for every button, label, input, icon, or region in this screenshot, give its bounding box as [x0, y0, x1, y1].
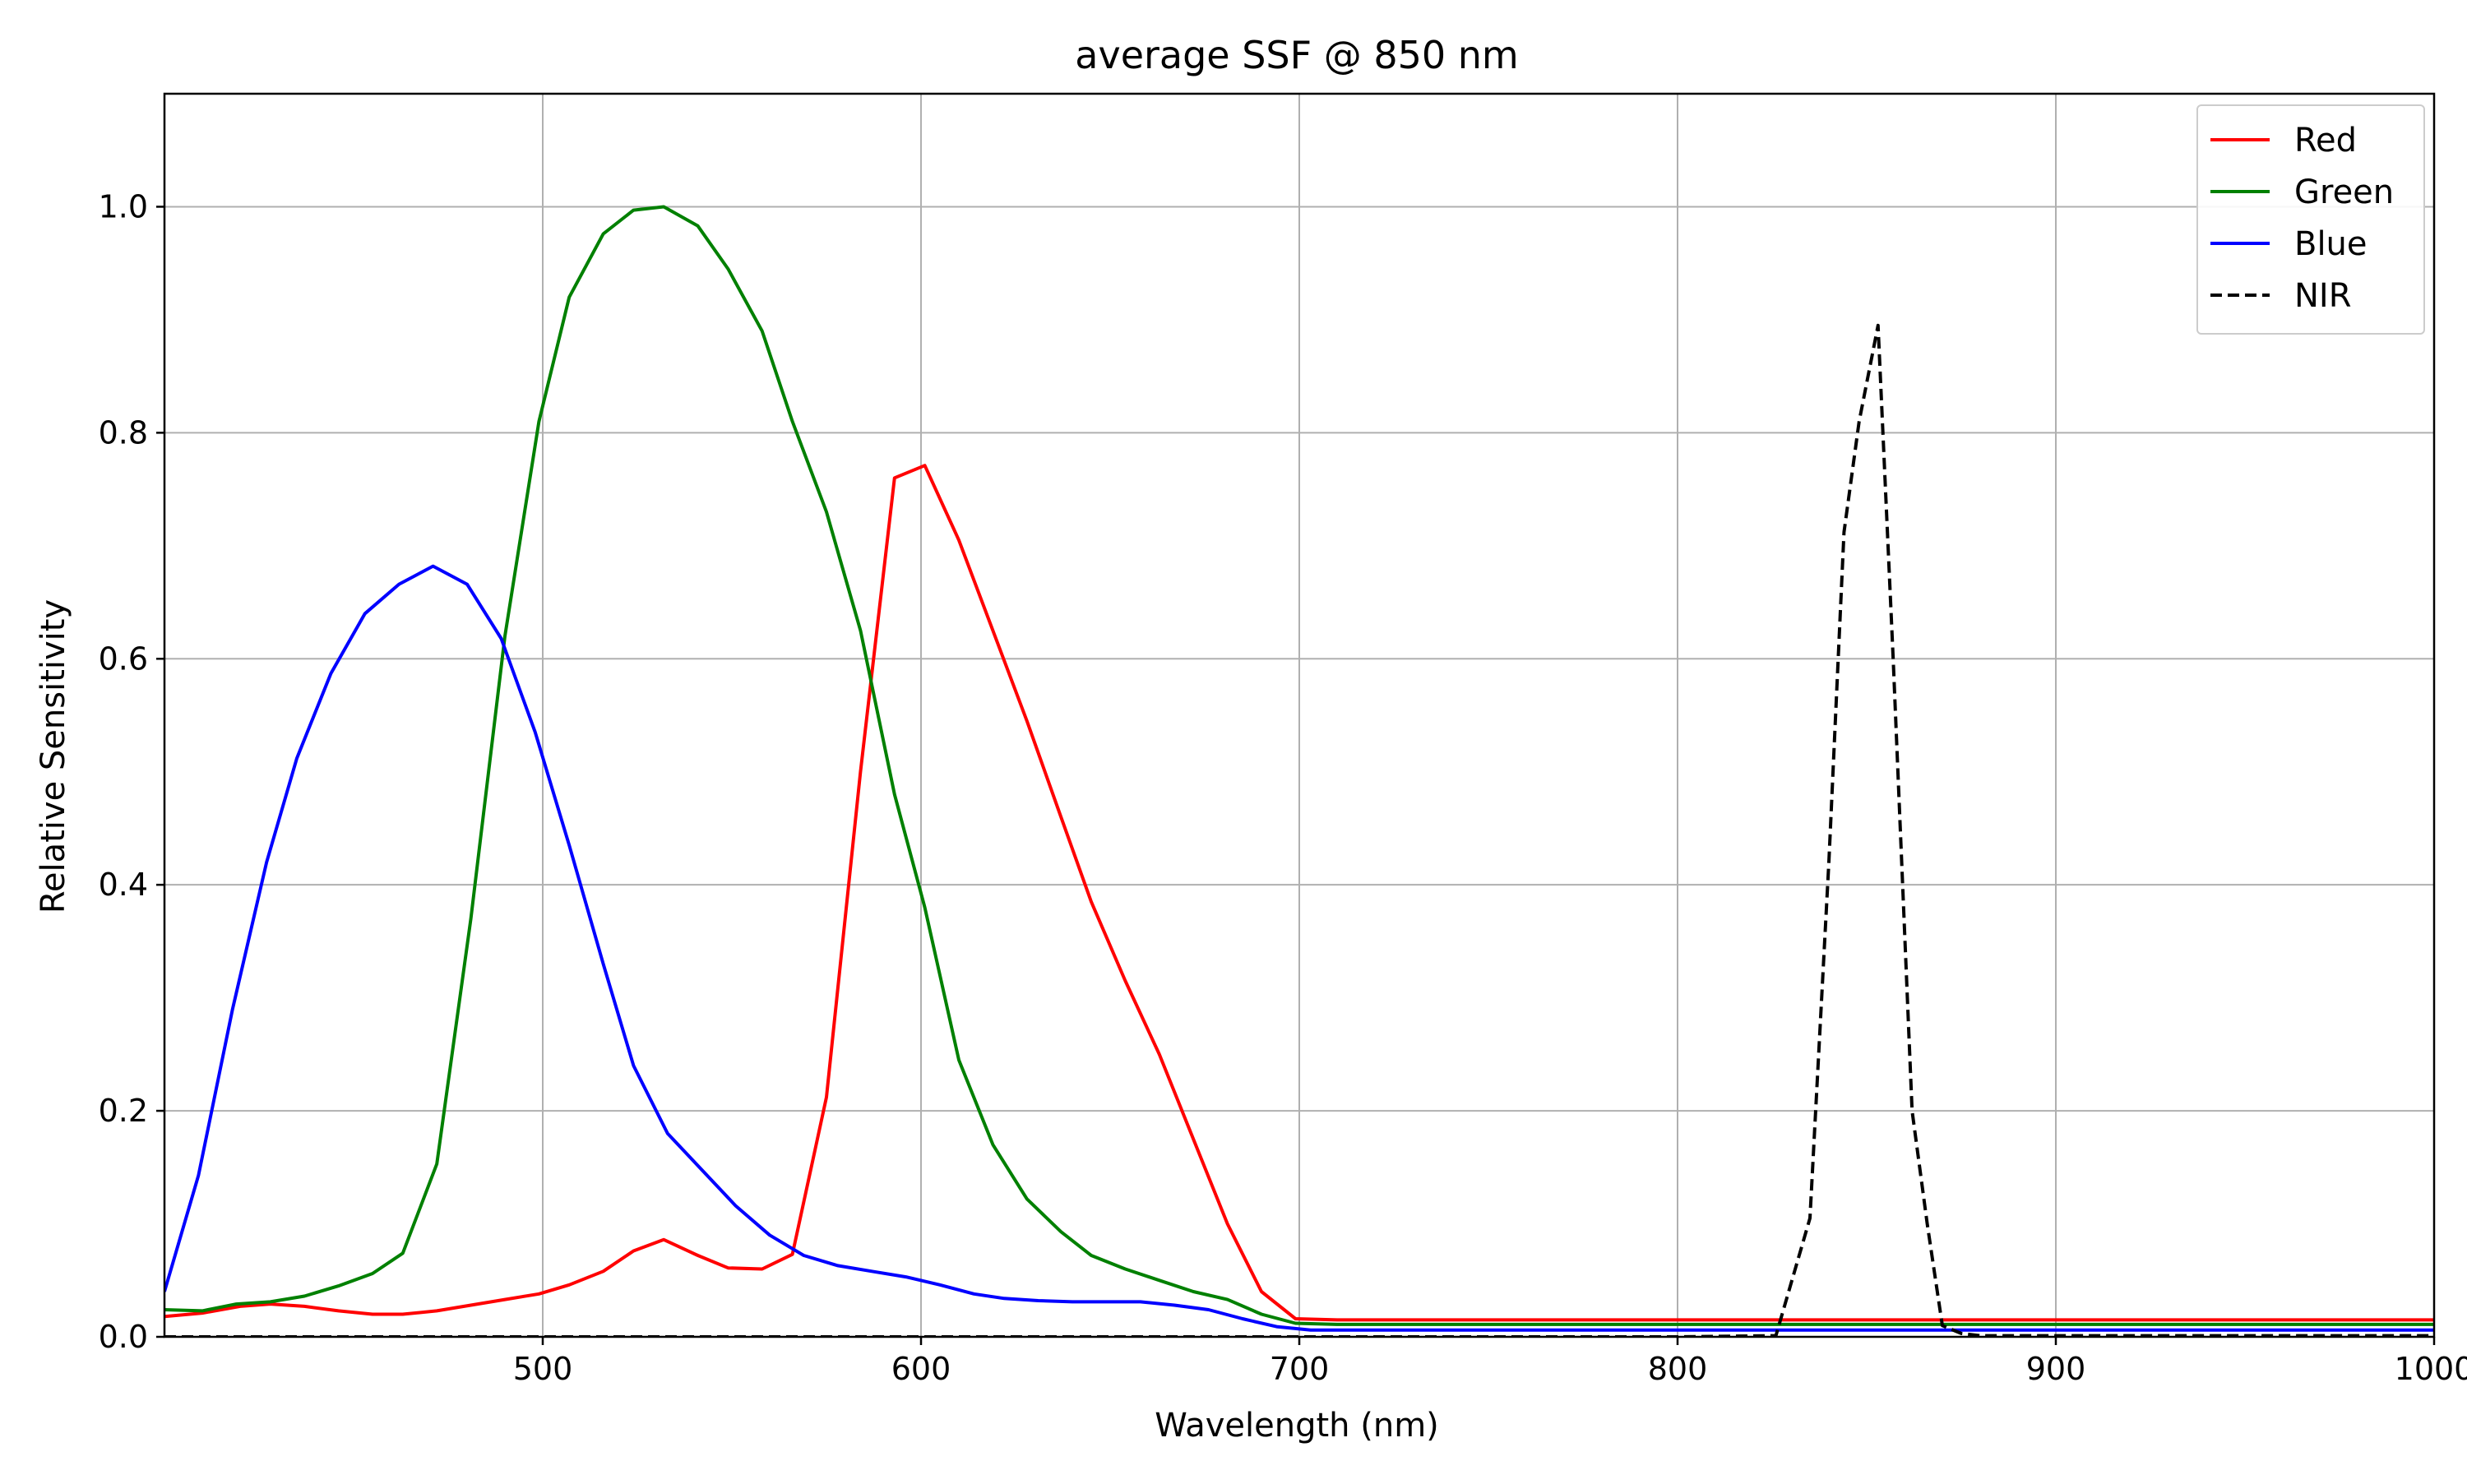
legend-label-green: Green	[2294, 173, 2394, 211]
series-line-red	[164, 464, 2434, 1322]
y-tick-label: 0.2	[99, 1093, 148, 1129]
y-axis-label: Relative Sensitivity	[35, 599, 72, 913]
x-tick-label: 900	[2026, 1351, 2086, 1387]
x-tick-label: 800	[1648, 1351, 1708, 1387]
legend-label-red: Red	[2294, 122, 2357, 159]
x-tick-label: 1000	[2395, 1351, 2467, 1387]
legend-box	[2196, 104, 2425, 335]
y-tick-label: 1.0	[99, 188, 148, 224]
y-tick-label: 0.6	[99, 640, 148, 677]
x-axis-label: Wavelength (nm)	[1155, 1407, 1439, 1445]
series-lines	[164, 205, 2434, 1337]
y-tick-label: 0.8	[99, 414, 148, 451]
chart-title: average SSF @ 850 nm	[1075, 33, 1518, 77]
x-tick-label: 500	[513, 1351, 573, 1387]
y-tick-label: 0.0	[99, 1319, 148, 1355]
y-tick-label: 0.4	[99, 867, 148, 903]
legend-label-nir: NIR	[2294, 277, 2352, 315]
axis-ticks: 500 600 700 800 900 1000 0.0 0.2 0.4 0.6 0.8 1.0	[99, 188, 2467, 1387]
grid	[164, 94, 2435, 1338]
series-line-blue	[164, 564, 2434, 1332]
x-tick-label: 700	[1270, 1351, 1330, 1387]
legend-label-blue: Blue	[2294, 225, 2367, 263]
legend: Red Green Blue NIR	[2196, 104, 2425, 335]
series-line-nir	[164, 323, 2434, 1337]
x-tick-label: 600	[891, 1351, 951, 1387]
series-line-green	[164, 205, 2434, 1326]
